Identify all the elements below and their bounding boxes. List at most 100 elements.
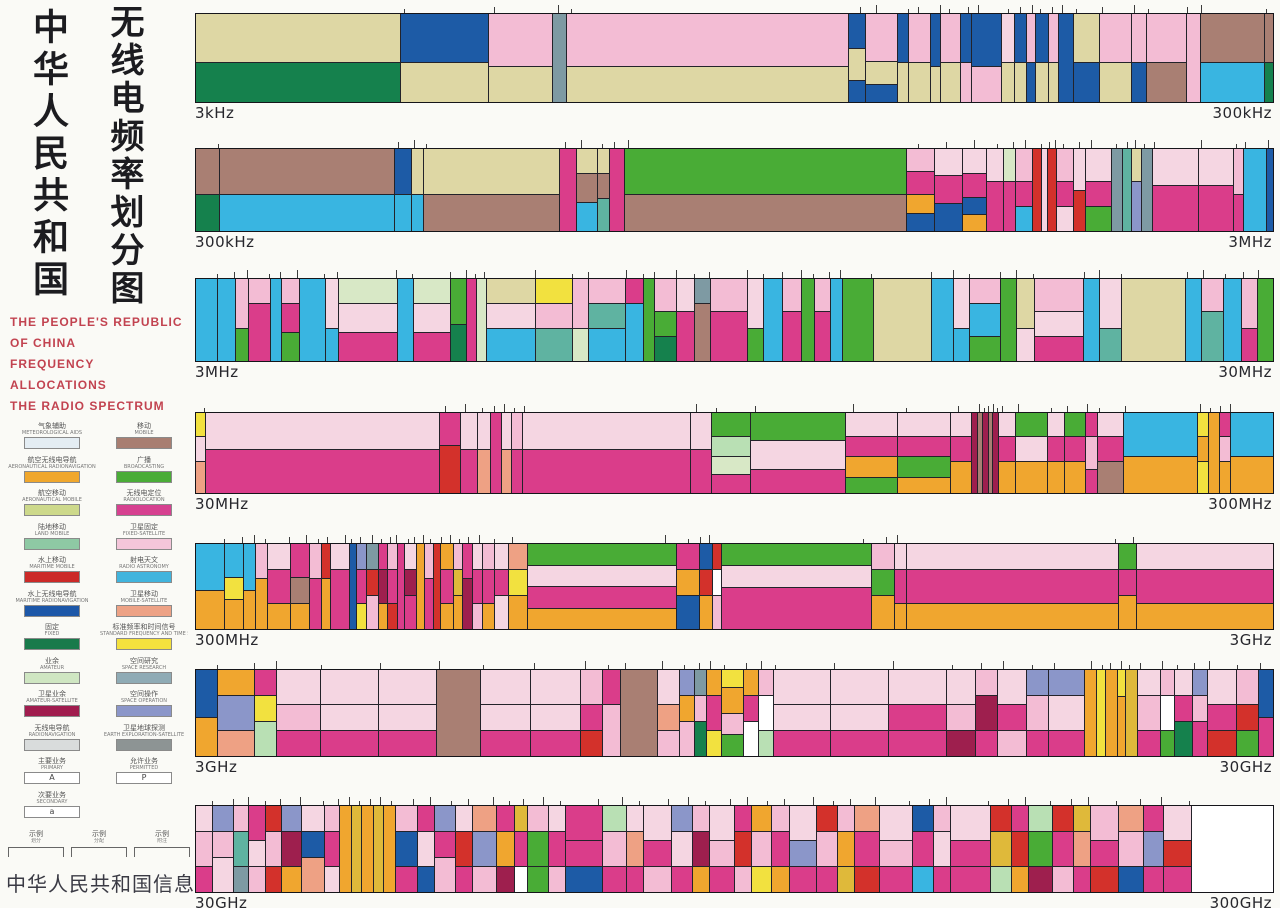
legend-swatch [116, 638, 172, 650]
allocation-block [576, 203, 598, 231]
allocation-block [773, 670, 831, 705]
tick-mark [1054, 663, 1056, 669]
allocation-block [1100, 62, 1132, 102]
allocation-block [1197, 461, 1208, 494]
allocation-block [530, 730, 580, 756]
legend-note: 示例 附注 [134, 830, 190, 857]
tick-mark [379, 663, 381, 669]
allocation-block [773, 704, 831, 731]
tick-mark [288, 537, 290, 543]
allocation-block [672, 866, 693, 892]
allocation-column [340, 806, 353, 892]
tick-mark [449, 272, 451, 278]
allocation-column [627, 806, 645, 892]
allocation-column [998, 670, 1027, 756]
allocation-column [758, 670, 774, 756]
allocation-block [1017, 328, 1034, 361]
tick-mark [218, 144, 220, 148]
allocation-block [977, 413, 982, 493]
tick-mark [351, 539, 353, 543]
allocation-block [898, 477, 950, 493]
allocation-column [1111, 149, 1124, 231]
allocation-block [450, 279, 466, 325]
allocation-block [281, 806, 302, 833]
allocation-block [378, 604, 388, 630]
legend-swatch [24, 504, 80, 516]
allocation-block [789, 866, 817, 892]
allocation-block [1138, 670, 1160, 697]
legend-item-label: 次要业务 [38, 790, 66, 799]
tick-mark [1003, 661, 1005, 669]
allocation-block [325, 832, 340, 867]
allocation-block [1124, 457, 1197, 493]
allocation-block [694, 722, 706, 756]
legend-item-sublabel: MARITIME RADIONAVIGATION [15, 597, 89, 604]
band-end-label: 30MHz [1218, 363, 1272, 381]
allocation-block [461, 449, 477, 493]
legend-item-label: 卫星业余 [38, 690, 66, 698]
allocation-block [1014, 14, 1027, 63]
allocation-block [218, 279, 235, 361]
allocation-block [1034, 279, 1084, 312]
allocation-block [411, 194, 424, 231]
allocation-block [325, 866, 340, 892]
allocation-block [975, 730, 998, 756]
legend-item-label: 空间研究 [130, 656, 158, 665]
tick-mark [320, 665, 322, 669]
allocation-column [672, 806, 694, 892]
tick-mark [429, 539, 431, 543]
allocation-block [751, 832, 772, 867]
allocation-column [1032, 149, 1042, 231]
allocation-block [424, 149, 560, 195]
allocation-block [1001, 14, 1014, 63]
allocation-block [573, 279, 589, 329]
tick-mark [1032, 5, 1034, 13]
allocation-column [831, 279, 843, 361]
allocation-block [486, 329, 535, 361]
allocation-column [233, 806, 250, 892]
allocation-block [494, 569, 509, 596]
band-labels: 300kHz 3MHz [195, 233, 1274, 251]
allocation-block [743, 722, 758, 756]
allocation-block [1243, 149, 1267, 231]
allocation-block [480, 704, 530, 731]
allocation-block [895, 544, 907, 570]
allocation-block [912, 866, 933, 892]
tick-mark [746, 663, 748, 669]
allocation-block [1118, 595, 1136, 630]
tick-mark [1083, 272, 1085, 278]
allocation-block [352, 806, 362, 892]
allocation-block [379, 730, 436, 756]
allocation-block [1085, 469, 1097, 494]
allocation-column [196, 149, 220, 231]
allocation-block [999, 413, 1015, 438]
allocation-block [621, 670, 657, 756]
tick-mark [1220, 406, 1222, 412]
allocation-column [362, 806, 374, 892]
tick-mark [430, 797, 432, 805]
allocation-block [1097, 413, 1124, 438]
allocation-column [453, 544, 464, 630]
tick-mark [1050, 408, 1052, 412]
allocation-block [1265, 62, 1273, 102]
legend-item-sublabel: FIXED-SATELLITE [122, 530, 166, 537]
allocation-column [299, 279, 327, 361]
allocation-column [514, 806, 529, 892]
allocation-block [434, 544, 441, 629]
allocation-block [1175, 696, 1193, 723]
allocation-column [721, 670, 744, 756]
tick-mark [1002, 406, 1004, 412]
allocation-block [1143, 806, 1164, 833]
tick-mark [246, 270, 248, 278]
tick-mark [1187, 7, 1189, 13]
allocation-column [855, 806, 880, 892]
allocation-block [205, 413, 440, 450]
allocation-block [243, 544, 255, 592]
allocation-column [1267, 149, 1273, 231]
legend-item-sublabel: METEOROLOGICAL AIDS [21, 430, 83, 436]
allocation-block [1053, 832, 1074, 867]
allocation-block [373, 806, 383, 892]
allocation-block [722, 544, 871, 566]
allocation-column [248, 279, 271, 361]
tick-mark [908, 801, 910, 805]
